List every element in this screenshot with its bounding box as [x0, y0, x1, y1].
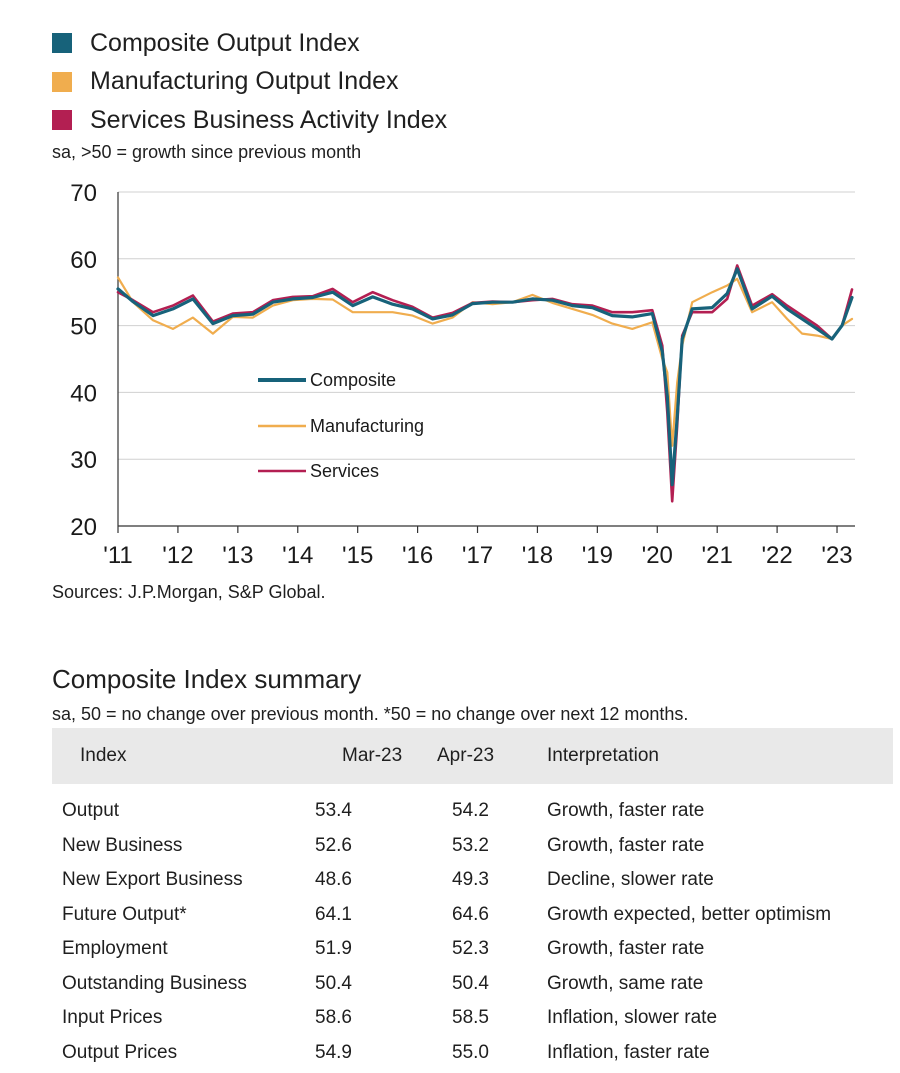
row-mar-23: 64.1 — [315, 903, 352, 925]
x-tick-label: '20 — [642, 542, 673, 569]
x-tick-label: '13 — [222, 542, 253, 569]
x-tick-label: '11 — [103, 542, 133, 569]
row-apr-23: 53.2 — [452, 834, 489, 856]
series-line-services — [116, 264, 854, 503]
x-tick-label: '15 — [342, 542, 373, 569]
row-apr-23: 55.0 — [452, 1041, 489, 1063]
x-tick-label: '16 — [402, 542, 433, 569]
row-interpretation: Inflation, slower rate — [547, 1007, 718, 1029]
legend-label-services: Services Business Activity Index — [90, 105, 448, 134]
row-mar-23: 53.4 — [315, 800, 352, 822]
y-tick-label: 50 — [70, 314, 97, 341]
table-row: Input Prices 58.6 58.5 Inflation, slower… — [52, 1001, 893, 1036]
row-apr-23: 58.5 — [452, 1007, 489, 1029]
line-chart: 70 60 50 40 30 20'11 '12 '13 '14 '15 '16 '17 '18 '19 '… — [70, 180, 855, 569]
legend-item-services: Services Business Activity Index — [52, 101, 447, 140]
row-interpretation: Inflation, faster rate — [547, 1041, 710, 1063]
y-tick-label: 40 — [70, 380, 97, 407]
series-line-manufacturing — [116, 276, 854, 447]
legend-item-composite: Composite Output Index — [52, 24, 447, 63]
table-row: Outstanding Business 50.4 50.4 Growth, s… — [52, 967, 893, 1002]
legend-label-composite: Composite Output Index — [90, 28, 360, 57]
header-index: Index — [80, 745, 127, 766]
sources-note: Sources: J.P.Morgan, S&P Global. — [52, 582, 326, 602]
row-index: Output — [62, 800, 120, 822]
row-interpretation: Growth, same rate — [547, 972, 704, 994]
row-apr-23: 54.2 — [452, 800, 489, 822]
row-index: New Export Business — [62, 869, 243, 891]
table-row: Output Prices 54.9 55.0 Inflation, faste… — [52, 1036, 893, 1071]
composite-swatch-icon — [52, 33, 72, 54]
table-header-row: Index Mar-23 Apr-23 Interpretation — [52, 728, 893, 784]
x-tick-label: '23 — [821, 542, 852, 569]
header-mar-23: Mar-23 — [342, 745, 403, 766]
x-tick-label: '14 — [282, 542, 313, 569]
row-index: Outstanding Business — [62, 972, 247, 994]
summary-subtitle: sa, 50 = no change over previous month. … — [52, 704, 689, 724]
services-swatch-icon — [52, 110, 72, 131]
y-tick-label: 70 — [70, 180, 97, 207]
inner-legend-label: Services — [310, 461, 379, 481]
y-tick-label: 20 — [70, 514, 97, 541]
x-tick-label: '19 — [582, 542, 613, 569]
table-row: Output 53.4 54.2 Growth, faster rate — [52, 794, 893, 829]
header-interpretation: Interpretation — [547, 745, 659, 766]
header-apr-23: Apr-23 — [437, 745, 495, 766]
summary-table: Index Mar-23 Apr-23 Interpretation Outpu… — [52, 728, 893, 1070]
table-row: New Export Business 48.6 49.3 Decline, s… — [52, 863, 893, 898]
series-line-composite — [116, 267, 854, 487]
x-tick-label: '21 — [702, 542, 733, 569]
row-mar-23: 54.9 — [315, 1041, 352, 1063]
chart-subtitle: sa, >50 = growth since previous month — [52, 142, 362, 162]
x-tick-label: '22 — [761, 542, 792, 569]
y-tick-label: 60 — [70, 247, 97, 274]
x-tick-label: '18 — [522, 542, 553, 569]
legend-label-manufacturing: Manufacturing Output Index — [90, 67, 399, 96]
legend-item-manufacturing: Manufacturing Output Index — [52, 63, 447, 102]
row-apr-23: 52.3 — [452, 938, 489, 960]
x-tick-label: '17 — [462, 542, 493, 569]
manufacturing-swatch-icon — [52, 71, 72, 92]
table-row: New Business 52.6 53.2 Growth, faster ra… — [52, 829, 893, 864]
row-mar-23: 58.6 — [315, 1007, 352, 1029]
row-index: New Business — [62, 834, 183, 856]
row-apr-23: 50.4 — [452, 972, 489, 994]
chart-legend: Composite Output Index Manufacturing Out… — [52, 24, 447, 140]
y-tick-label: 30 — [70, 447, 97, 474]
row-mar-23: 51.9 — [315, 938, 352, 960]
table-row: Future Output* 64.1 64.6 Growth expected… — [52, 898, 893, 933]
row-index: Output Prices — [62, 1041, 178, 1063]
x-tick-label: '12 — [162, 542, 193, 569]
row-apr-23: 49.3 — [452, 869, 489, 891]
row-mar-23: 48.6 — [315, 869, 352, 891]
table-row: Employment 51.9 52.3 Growth, faster rate — [52, 932, 893, 967]
row-index: Future Output* — [62, 903, 187, 925]
summary-title: Composite Index summary — [52, 664, 362, 694]
row-index: Employment — [62, 938, 168, 960]
inner-legend-label: Manufacturing — [310, 416, 424, 436]
row-interpretation: Growth, faster rate — [547, 800, 705, 822]
row-mar-23: 50.4 — [315, 972, 352, 994]
row-apr-23: 64.6 — [452, 903, 489, 925]
row-interpretation: Growth, faster rate — [547, 938, 705, 960]
row-mar-23: 52.6 — [315, 834, 352, 856]
row-interpretation: Decline, slower rate — [547, 869, 714, 891]
row-index: Input Prices — [62, 1007, 163, 1029]
inner-legend-label: Composite — [310, 370, 396, 390]
row-interpretation: Growth, faster rate — [547, 834, 705, 856]
row-interpretation: Growth expected, better optimism — [547, 903, 832, 925]
